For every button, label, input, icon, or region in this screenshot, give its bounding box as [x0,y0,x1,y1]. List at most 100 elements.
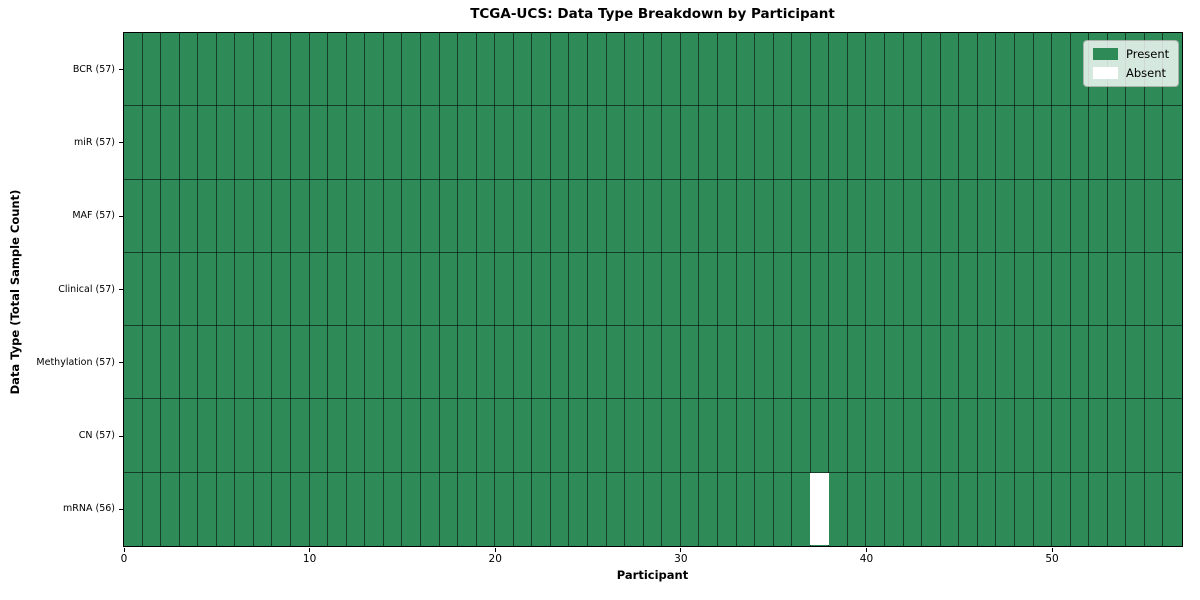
y-tick-label: miR (57) [73,136,115,148]
grid-line-vertical [1106,32,1108,546]
grid-line-vertical [1143,32,1145,546]
grid-line-vertical [1125,32,1127,546]
y-tick-label: Clinical (57) [58,283,115,295]
grid-line-horizontal [123,105,1182,107]
grid-line-vertical [327,32,329,546]
grid-line-vertical [976,32,978,546]
grid-line-vertical [531,32,533,546]
y-tick [118,69,123,71]
legend-label-absent: Absent [1126,66,1167,80]
x-tick-label: 10 [302,553,317,565]
grid-line-vertical [958,32,960,546]
grid-line-vertical [661,32,663,546]
grid-line-vertical [1069,32,1071,546]
grid-line-vertical [401,32,403,546]
x-tick-label: 50 [1045,553,1059,565]
absent-swatch-icon [1093,67,1118,79]
x-tick [680,547,682,552]
grid-line-vertical [1051,32,1053,546]
grid-line-vertical [939,32,941,546]
y-tick [118,435,123,437]
grid-line-vertical [884,32,886,546]
grid-line-vertical [698,32,700,546]
legend: Present Absent [1083,40,1180,87]
grid-line-vertical [1162,32,1164,546]
grid-line-vertical [345,32,347,546]
grid-line-horizontal [123,251,1182,253]
grid-line-vertical [846,32,848,546]
present-swatch-icon [1093,48,1118,60]
x-tick [123,547,125,552]
legend-item-absent: Absent [1093,66,1169,80]
y-tick [118,362,123,364]
y-tick-label: MAF (57) [72,210,115,222]
legend-label-present: Present [1126,47,1170,61]
grid-line-vertical [605,32,607,546]
grid-line-vertical [494,32,496,546]
y-tick-label: mRNA (56) [63,503,115,515]
x-tick [309,547,311,552]
chart-title: TCGA-UCS: Data Type Breakdown by Partici… [470,6,835,22]
legend-item-present: Present [1093,47,1169,61]
x-tick [1051,547,1053,552]
x-tick-label: 40 [859,553,874,565]
grid-line-horizontal [123,325,1182,327]
y-tick-label: CN (57) [78,430,115,442]
grid-line-vertical [828,32,830,546]
grid-line-vertical [716,32,718,546]
grid-line-vertical [902,32,904,546]
grid-line-vertical [364,32,366,546]
grid-line-horizontal [123,398,1182,400]
grid-line-vertical [791,32,793,546]
grid-line-vertical [197,32,199,546]
grid-line-vertical [1032,32,1034,546]
grid-line-vertical [1088,32,1090,546]
grid-line-vertical [160,32,162,546]
plot-area [122,31,1183,547]
grid-line-vertical [624,32,626,546]
grid-line-vertical [419,32,421,546]
x-tick-label: 20 [488,553,502,565]
grid-line-vertical [568,32,570,546]
grid-line-vertical [642,32,644,546]
grid-line-vertical [865,32,867,546]
y-tick [118,289,123,290]
grid-line-vertical [382,32,384,546]
x-axis-label: Participant [616,568,689,582]
grid-line-vertical [271,32,273,546]
grid-line-vertical [215,32,217,546]
grid-line-vertical [754,32,756,546]
grid-line-vertical [772,32,774,546]
grid-line-vertical [549,32,551,546]
grid-line-vertical [679,32,681,546]
x-tick-label: 30 [674,553,688,565]
y-tick-label: Methylation (57) [36,356,115,368]
grid-line-vertical [234,32,236,546]
grid-line-vertical [457,32,459,546]
grid-line-vertical [475,32,477,546]
y-tick-label: BCR (57) [72,63,115,75]
y-tick [118,215,123,217]
x-tick-label: 0 [120,553,128,565]
x-tick [865,547,867,552]
grid-line-vertical [438,32,440,546]
grid-line-vertical [178,32,180,546]
grid-line-vertical [587,32,589,546]
grid-line-vertical [921,32,923,546]
y-tick [118,142,123,144]
grid-line-vertical [809,32,811,546]
grid-line-vertical [1013,32,1015,546]
grid-line-vertical [141,32,143,546]
x-tick [494,547,496,552]
grid-line-vertical [308,32,310,546]
y-tick [118,508,123,510]
grid-line-vertical [290,32,292,546]
absent-cell [810,472,829,546]
grid-line-vertical [512,32,514,546]
grid-line-vertical [995,32,997,546]
grid-line-vertical [252,32,254,546]
grid-line-horizontal [123,471,1182,473]
grid-line-horizontal [123,178,1182,180]
grid-line-vertical [735,32,737,546]
